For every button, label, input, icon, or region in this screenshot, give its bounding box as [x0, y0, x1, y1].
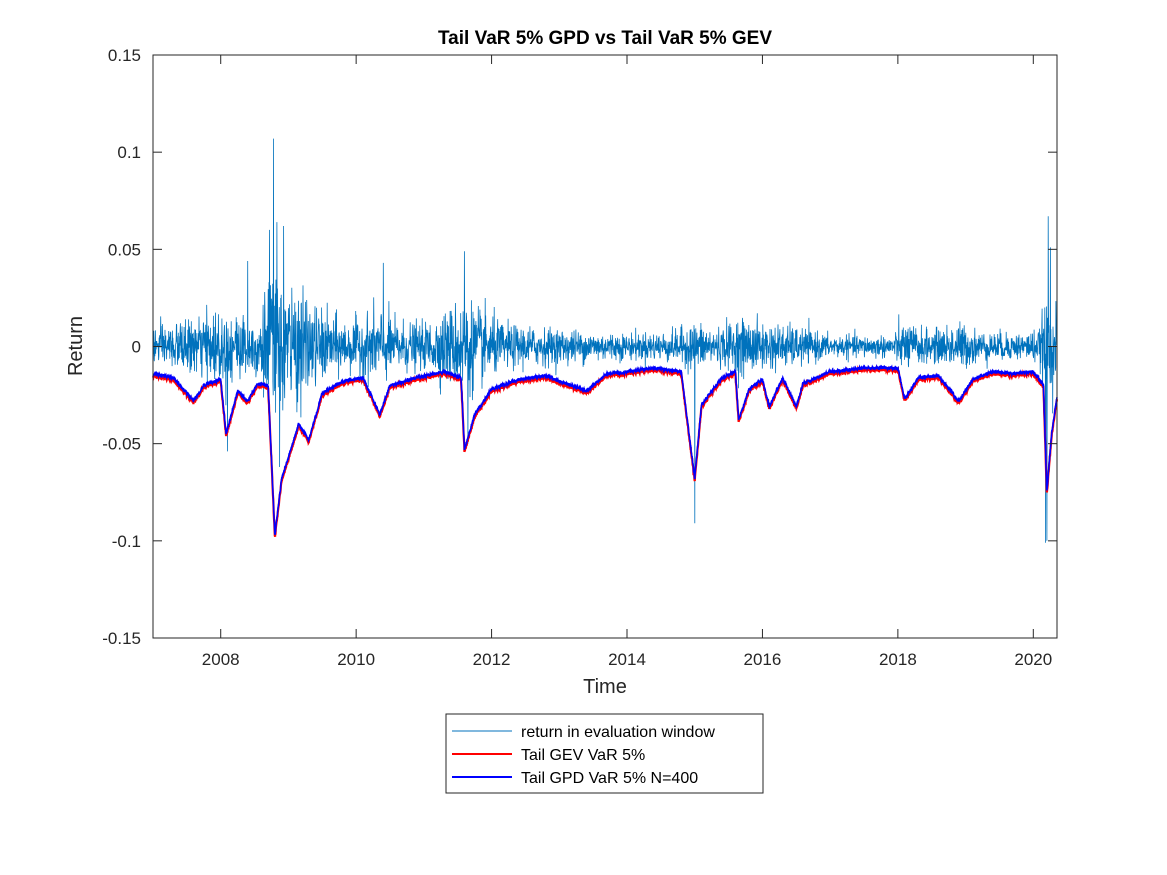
x-tick-label: 2008 — [202, 650, 240, 669]
tick-layer: 2008 2010 2012 2014 2016 2018 2020 -0.15 -0.1 -0.… — [102, 46, 1057, 669]
y-tick-label: -0.15 — [102, 629, 141, 648]
y-axis-title: Return — [65, 316, 87, 376]
y-tick-label: 0.05 — [108, 240, 141, 259]
chart-title: Tail VaR 5% GPD vs Tail VaR 5% GEV — [438, 28, 772, 49]
y-tick-label: -0.05 — [102, 435, 141, 454]
series-line-gpd-var — [152, 363, 1058, 536]
y-tick-label: 0.1 — [117, 143, 141, 162]
x-tick-label: 2018 — [879, 650, 917, 669]
series-line-returns — [152, 138, 1058, 543]
y-tick-label: -0.1 — [112, 532, 141, 551]
y-tick-label: 0.15 — [108, 46, 141, 65]
x-tick-label: 2012 — [473, 650, 511, 669]
legend: return in evaluation window Tail GEV VaR… — [445, 713, 764, 794]
legend-label-return: return in evaluation window — [521, 724, 715, 741]
legend-label-gpd: Tail GPD VaR 5% N=400 — [521, 770, 698, 787]
x-tick-label: 2010 — [337, 650, 375, 669]
x-tick-label: 2020 — [1014, 650, 1052, 669]
legend-label-gev: Tail GEV VaR 5% — [521, 747, 645, 764]
series-layer — [152, 138, 1059, 543]
x-tick-label: 2016 — [744, 650, 782, 669]
x-axis-title: Time — [583, 676, 627, 698]
x-tick-label: 2014 — [608, 650, 646, 669]
y-tick-label: 0 — [132, 338, 141, 357]
